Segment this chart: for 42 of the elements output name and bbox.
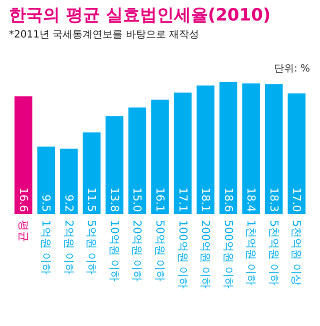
data-label: 16.1 — [154, 188, 166, 212]
x-tick-label: 20억원 이하 — [130, 220, 144, 282]
x-tick-label: 10억원 이하 — [108, 220, 121, 282]
x-tick-label: 5천억원 이하 — [267, 220, 280, 286]
bar — [14, 96, 32, 214]
x-tick-label: 5억원 이하 — [85, 220, 98, 274]
x-tick-label: 5천억원 이상 — [290, 220, 304, 286]
bar — [151, 100, 169, 214]
x-tick-label: 1천억원 이하 — [244, 220, 258, 286]
bar — [219, 82, 238, 214]
data-label: 11.5 — [85, 188, 98, 212]
x-tick-label: 1억원 이하 — [40, 220, 53, 274]
data-label: 13.8 — [108, 188, 121, 212]
data-label: 17.0 — [290, 188, 304, 212]
bar — [288, 93, 306, 214]
bar — [242, 83, 260, 214]
x-tick-label: 2억원 이하 — [62, 220, 76, 274]
data-label: 15.0 — [130, 188, 144, 212]
bar — [264, 84, 283, 214]
bar — [174, 92, 192, 214]
text: 단위: % — [274, 64, 310, 74]
data-label: 18.3 — [267, 188, 280, 212]
bar — [82, 132, 101, 214]
data-label: 18.1 — [199, 188, 212, 212]
data-label: 17.1 — [176, 188, 190, 212]
bar — [60, 148, 78, 214]
x-tick-label: 500억원 이하 — [222, 220, 235, 288]
bar — [128, 108, 146, 214]
x-tick-label: 100억원 이하 — [176, 220, 190, 288]
chart-title: 한국의 평균 실효법인세율(2010) — [9, 6, 271, 26]
x-tick-label: 200억원 이하 — [199, 220, 212, 288]
bar — [37, 146, 56, 214]
x-tick-label: 50억원 이하 — [154, 220, 166, 282]
data-label: 9.2 — [62, 194, 76, 212]
data-label: 18.6 — [222, 188, 235, 212]
data-label: 9.5 — [40, 194, 53, 212]
data-label: 16.6 — [16, 188, 30, 212]
chart-subtitle: *2011년 국세통계연보를 바탕으로 재작성 — [9, 30, 199, 40]
bar — [106, 116, 124, 214]
data-label: 18.4 — [244, 188, 258, 212]
bar — [196, 86, 214, 214]
x-tick-label: 평균 — [16, 220, 30, 242]
